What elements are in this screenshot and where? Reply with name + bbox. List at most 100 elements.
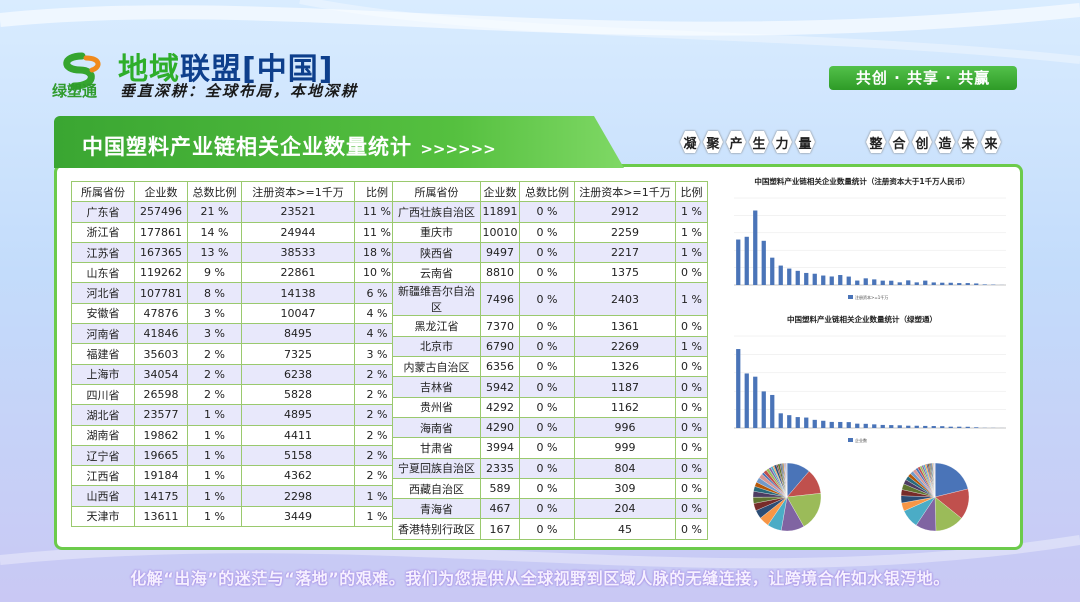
table-cell: 204: [574, 498, 676, 520]
table-cell: 1 %: [187, 404, 242, 426]
column-header: 所属省份: [71, 180, 135, 203]
chart-title: 中国塑料产业链相关企业数量统计（绿塑通）: [787, 314, 937, 324]
table-cell: 广东省: [71, 201, 135, 223]
table-cell: 0 %: [519, 416, 575, 439]
bar: [838, 421, 843, 428]
table-cell: 0 %: [519, 356, 575, 378]
table-cell: 海南省: [392, 416, 481, 439]
table-cell: 湖南省: [71, 424, 135, 446]
bar: [931, 282, 936, 285]
table-cell: 0 %: [675, 315, 708, 337]
bar: [923, 425, 928, 428]
table-row: 河北省 107781 8 % 14138 6 %: [71, 282, 400, 304]
bar: [974, 427, 979, 428]
motto-right: 整合创造未来: [866, 131, 1001, 153]
table-cell: 804: [574, 457, 676, 479]
table-row: 江西省 19184 1 % 4362 2 %: [71, 465, 400, 487]
table-cell: 7325: [241, 343, 355, 365]
table-row: 广西壮族自治区 11891 0 % 2912 1 %: [392, 201, 708, 223]
table-row: 吉林省 5942 0 % 1187 0 %: [392, 376, 708, 398]
table-cell: 0 %: [519, 437, 575, 459]
bar: [846, 422, 851, 428]
table-cell: 18 %: [354, 241, 400, 264]
bar: [889, 425, 894, 428]
table-cell: 青海省: [392, 498, 481, 520]
table-cell: 湖北省: [71, 404, 135, 426]
table-cell: 1187: [574, 376, 676, 398]
table-cell: 13611: [134, 505, 188, 528]
table-cell: 1162: [574, 396, 676, 418]
table-cell: 8495: [241, 323, 355, 345]
table-row: 甘肃省 3994 0 % 999 0 %: [392, 437, 708, 459]
table-cell: 22861: [241, 262, 355, 284]
table-header-row: 所属省份 企业数 总数比例 注册资本>=1千万 比例: [392, 180, 708, 203]
table-cell: 1 %: [354, 505, 400, 528]
table-cell: 0 %: [519, 315, 575, 337]
table-cell: 内蒙古自治区: [392, 356, 481, 378]
table-cell: 45: [574, 518, 676, 540]
table-cell: 上海市: [71, 363, 135, 385]
table-cell: 19862: [134, 424, 188, 446]
table-cell: 3994: [480, 437, 520, 459]
table-cell: 1 %: [187, 424, 242, 446]
bar-chart-registered-capital: 中国塑料产业链相关企业数量统计（注册资本大于1千万人民币） 注册资本>=1千万: [734, 176, 1006, 300]
bar: [821, 420, 826, 428]
motto-char: 创: [912, 131, 932, 153]
section-title: 中国塑料产业链相关企业数量统计 >>>>>>: [82, 131, 496, 161]
column-header: 企业数: [134, 180, 188, 203]
bar: [982, 284, 987, 285]
table-cell: 6238: [241, 363, 355, 385]
table-cell: 14 %: [187, 221, 242, 243]
table-cell: 7370: [480, 315, 520, 337]
table-cell: 11 %: [354, 201, 400, 223]
table-cell: 0 %: [519, 498, 575, 520]
motto-char: 未: [958, 131, 978, 153]
table-cell: 7496: [480, 282, 520, 317]
table-cell: 5158: [241, 444, 355, 467]
bar: [914, 282, 919, 285]
brand-logo-icon: [63, 52, 101, 90]
table-cell: 2 %: [187, 343, 242, 365]
table-cell: 8810: [480, 262, 520, 284]
legend-label: 企业数: [855, 437, 867, 443]
bar: [778, 413, 783, 428]
table-cell: 309: [574, 477, 676, 500]
column-header: 总数比例: [519, 180, 575, 203]
table-cell: 1 %: [187, 465, 242, 487]
footer-text: 化解“出海”的迷茫与“落地”的艰难。我们为您提供从全球视野到区域人脉的无缝连接，…: [130, 569, 950, 588]
table-cell: 35603: [134, 343, 188, 365]
motto-char: 凝: [680, 131, 700, 153]
table-cell: 四川省: [71, 383, 135, 406]
bar: [770, 257, 775, 285]
table-cell: 257496: [134, 201, 188, 223]
bar: [880, 280, 885, 285]
table-cell: 10047: [241, 302, 355, 325]
table-cell: 天津市: [71, 505, 135, 528]
table-cell: 2 %: [187, 383, 242, 406]
bar: [761, 240, 766, 285]
slogan-badge: 共创 · 共享 · 共赢: [829, 66, 1017, 90]
bar: [753, 376, 758, 428]
table-row: 云南省 8810 0 % 1375 0 %: [392, 262, 708, 284]
table-cell: 云南省: [392, 262, 481, 284]
table-cell: 10010: [480, 221, 520, 243]
motto-char: 整: [866, 131, 886, 153]
table-row: 河南省 41846 3 % 8495 4 %: [71, 323, 400, 345]
table-cell: 1 %: [675, 282, 708, 317]
motto-char: 产: [726, 131, 746, 153]
table-cell: 4292: [480, 396, 520, 418]
title-region: 地域: [118, 52, 180, 87]
table-row: 安徽省 47876 3 % 10047 4 %: [71, 302, 400, 325]
table-header-row: 所属省份 企业数 总数比例 注册资本>=1千万 比例: [71, 180, 400, 203]
column-header: 注册资本>=1千万: [241, 180, 355, 203]
table-cell: 0 %: [675, 457, 708, 479]
table-row: 贵州省 4292 0 % 1162 0 %: [392, 396, 708, 418]
table-cell: 0 %: [675, 477, 708, 500]
bar: [804, 417, 809, 428]
table-row: 福建省 35603 2 % 7325 3 %: [71, 343, 400, 365]
province-table-left: 所属省份 企业数 总数比例 注册资本>=1千万 比例 广东省 257496 21 % 2352…: [71, 180, 400, 528]
table-cell: 999: [574, 437, 676, 459]
table-cell: 3449: [241, 505, 355, 528]
table-cell: 2912: [574, 201, 676, 223]
table-cell: 14175: [134, 485, 188, 507]
